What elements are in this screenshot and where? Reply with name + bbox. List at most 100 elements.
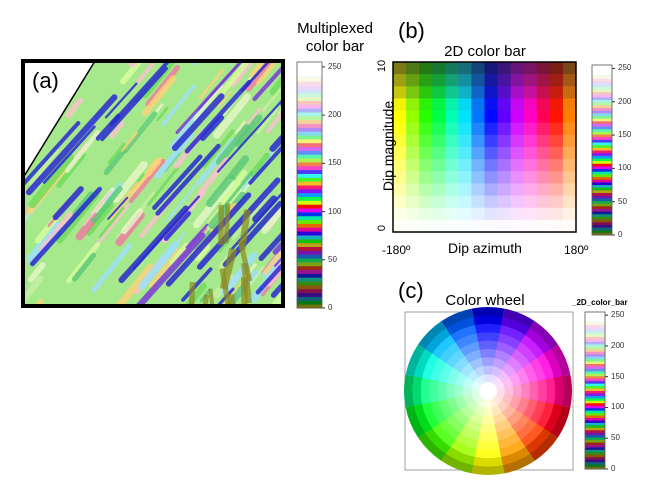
colorbar-stripe: [297, 292, 322, 297]
grid-cell: [562, 110, 577, 124]
y-max-tick: 10: [376, 59, 389, 73]
grid-cell: [523, 207, 538, 221]
blue-streak: [252, 195, 278, 223]
colorbar-stripe: [297, 219, 322, 224]
grid-cell: [432, 62, 446, 75]
colorbar-tick-label: 0: [611, 464, 616, 473]
grid-cell: [484, 207, 499, 221]
grid-cell: [445, 134, 459, 148]
grid-cell: [523, 195, 538, 209]
grid-cell: [445, 62, 459, 75]
grid-cell: [471, 147, 485, 160]
colorbar-stripe: [592, 155, 612, 159]
colorbar-stripe: [297, 135, 322, 140]
texture-streak: [138, 240, 180, 290]
grid-cell: [484, 147, 499, 160]
mask-edge: [22, 60, 96, 179]
grid-cell: [471, 98, 485, 112]
wheel-center: [479, 382, 497, 400]
colorbar-stripe: [297, 227, 322, 232]
colorbar-stripe: [297, 296, 322, 301]
grid-cell: [497, 62, 512, 75]
grid-cell: [471, 122, 485, 136]
colorbar-stripe: [585, 343, 605, 347]
colorbar-stripe: [592, 99, 612, 103]
colorbar-stripe: [585, 437, 605, 441]
colorbar-stripe: [585, 429, 605, 433]
colorbar-stripe: [592, 232, 612, 236]
grid-cell: [510, 86, 525, 99]
grid-cell: [484, 62, 499, 75]
grid-cell: [497, 98, 512, 112]
grid-cell: [497, 219, 512, 233]
texture-streak: [29, 148, 60, 186]
colorbar-stripe: [297, 277, 322, 282]
multiplexed-colorbar: [296, 61, 325, 309]
blue-streak: [181, 267, 213, 302]
grid-cell: [406, 86, 420, 99]
olive-streak: [197, 294, 210, 305]
colorbar-stripe: [297, 169, 322, 174]
grid-cell: [458, 86, 472, 99]
grid-cell: [484, 183, 499, 197]
seismic-image: [23, 61, 282, 319]
texture-streak: [256, 61, 279, 86]
colorbar-stripe: [297, 111, 322, 117]
texture-streak: [194, 230, 211, 251]
x-axis-label: Dip azimuth: [448, 240, 522, 256]
blue-streak: [132, 195, 200, 270]
blue-streak: [185, 223, 209, 249]
grid-cell: [471, 195, 485, 209]
blue-streak: [216, 82, 282, 173]
grid-cell: [458, 171, 472, 184]
grid-cell: [445, 110, 459, 124]
blue-streak: [25, 94, 118, 196]
colorbar-stripe: [585, 331, 605, 335]
colorbar-stripe: [297, 154, 322, 159]
colorbar-stripe: [585, 432, 605, 436]
texture-streak: [234, 120, 246, 134]
texture-streak: [120, 131, 138, 152]
colorbar-stripe: [297, 250, 322, 255]
texture-streak: [269, 61, 282, 96]
grid-cell: [445, 195, 459, 209]
grid-cell: [484, 159, 499, 172]
colorbar-stripe: [297, 131, 322, 136]
colorbar-stripe: [585, 412, 605, 416]
grid-cell: [510, 183, 525, 197]
grid-cell: [523, 122, 538, 136]
grid-cell: [562, 134, 577, 148]
texture-streak: [212, 93, 251, 139]
texture-streak: [165, 181, 199, 222]
colorbar-stripe: [592, 216, 612, 220]
colorbar-tick-label: 50: [611, 433, 620, 443]
grid-cell: [510, 147, 525, 160]
grid-cell: [523, 98, 538, 112]
colorbar-stripe: [297, 300, 322, 305]
grid-cell: [510, 195, 525, 209]
grid-cell: [419, 159, 433, 172]
colorbar-stripe: [585, 361, 605, 365]
grid-cell: [471, 159, 485, 172]
texture-streak: [104, 308, 113, 319]
colorbar-stripe: [585, 383, 605, 387]
colorbar-stripe: [585, 341, 605, 345]
grid-cell: [419, 195, 433, 209]
grid-cell: [406, 183, 420, 197]
grid-cell: [432, 122, 446, 136]
grid-cell: [445, 98, 459, 112]
colorbar-stripe: [297, 161, 322, 167]
texture-streak: [249, 152, 270, 177]
grid-cell: [484, 98, 499, 112]
colorbar-stripe: [297, 261, 322, 267]
grid-cell: [484, 195, 499, 209]
grid-cell: [549, 159, 564, 172]
colorbar-stripe: [297, 150, 322, 155]
blue-streak: [196, 177, 281, 270]
grid-cell: [458, 147, 472, 160]
colorbar-top: [297, 62, 322, 77]
grid-cell: [536, 195, 551, 209]
colorbar-stripe: [585, 380, 605, 384]
texture-streak: [28, 153, 74, 209]
